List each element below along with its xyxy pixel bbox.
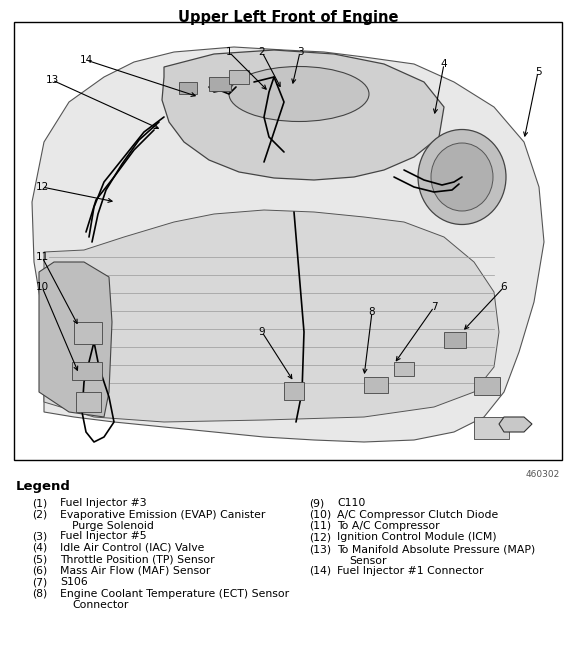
Bar	[229, 70, 249, 84]
Bar	[474, 377, 500, 395]
Text: (12): (12)	[309, 532, 331, 542]
Text: (1): (1)	[32, 498, 47, 508]
Bar	[444, 332, 466, 348]
Text: Connector: Connector	[72, 601, 128, 611]
Text: Sensor: Sensor	[349, 556, 386, 566]
Text: Mass Air Flow (MAF) Sensor: Mass Air Flow (MAF) Sensor	[60, 566, 210, 576]
Text: To A/C Compressor: To A/C Compressor	[337, 521, 439, 531]
Bar	[284, 382, 304, 400]
Text: Fuel Injector #3: Fuel Injector #3	[60, 498, 147, 508]
Text: 12: 12	[35, 182, 48, 192]
Polygon shape	[162, 50, 444, 180]
Ellipse shape	[431, 143, 493, 211]
Bar	[74, 322, 102, 344]
Ellipse shape	[229, 67, 369, 122]
Text: Throttle Position (TP) Sensor: Throttle Position (TP) Sensor	[60, 554, 215, 564]
Polygon shape	[32, 47, 544, 442]
Text: 10: 10	[36, 282, 48, 292]
Text: 460302: 460302	[526, 470, 560, 479]
Text: Evaporative Emission (EVAP) Canister: Evaporative Emission (EVAP) Canister	[60, 510, 266, 520]
Text: To Manifold Absolute Pressure (MAP): To Manifold Absolute Pressure (MAP)	[337, 544, 535, 554]
Text: Upper Left Front of Engine: Upper Left Front of Engine	[178, 10, 398, 25]
Bar	[474, 417, 509, 439]
Polygon shape	[39, 262, 112, 417]
Text: 13: 13	[46, 75, 59, 85]
Text: 5: 5	[535, 67, 541, 77]
Text: (10): (10)	[309, 510, 331, 520]
Text: Legend: Legend	[16, 480, 71, 493]
Text: C110: C110	[337, 498, 365, 508]
Text: 7: 7	[431, 302, 437, 312]
Bar	[209, 77, 231, 91]
Text: A/C Compressor Clutch Diode: A/C Compressor Clutch Diode	[337, 510, 498, 520]
Text: 6: 6	[501, 282, 507, 292]
Text: (14): (14)	[309, 566, 331, 576]
Text: (8): (8)	[32, 589, 47, 599]
Text: (7): (7)	[32, 577, 47, 587]
Text: (13): (13)	[309, 544, 331, 554]
Bar	[14, 22, 562, 460]
Bar	[72, 362, 102, 380]
Text: S106: S106	[60, 577, 88, 587]
Text: (6): (6)	[32, 566, 47, 576]
Text: (2): (2)	[32, 510, 47, 520]
Text: (5): (5)	[32, 554, 47, 564]
Text: (11): (11)	[309, 521, 331, 531]
Text: (4): (4)	[32, 543, 47, 553]
Text: 11: 11	[35, 252, 48, 262]
Bar	[76, 392, 101, 412]
Text: (9): (9)	[309, 498, 324, 508]
Polygon shape	[44, 210, 499, 422]
Text: 1: 1	[226, 47, 232, 57]
Text: 4: 4	[441, 59, 448, 69]
Text: Purge Solenoid: Purge Solenoid	[72, 521, 154, 531]
Text: 14: 14	[79, 55, 93, 65]
Text: Idle Air Control (IAC) Valve: Idle Air Control (IAC) Valve	[60, 543, 204, 553]
Bar	[364, 377, 388, 393]
Text: 2: 2	[259, 47, 266, 57]
Text: Ignition Control Module (ICM): Ignition Control Module (ICM)	[337, 532, 497, 542]
Text: Fuel Injector #1 Connector: Fuel Injector #1 Connector	[337, 566, 483, 576]
Text: 8: 8	[369, 307, 376, 317]
Bar	[179, 82, 197, 94]
Text: 9: 9	[259, 327, 266, 337]
Text: Fuel Injector #5: Fuel Injector #5	[60, 531, 147, 541]
Text: (3): (3)	[32, 531, 47, 541]
Polygon shape	[499, 417, 532, 432]
Bar	[394, 362, 414, 376]
Text: 3: 3	[297, 47, 304, 57]
Ellipse shape	[418, 130, 506, 224]
Text: Engine Coolant Temperature (ECT) Sensor: Engine Coolant Temperature (ECT) Sensor	[60, 589, 289, 599]
